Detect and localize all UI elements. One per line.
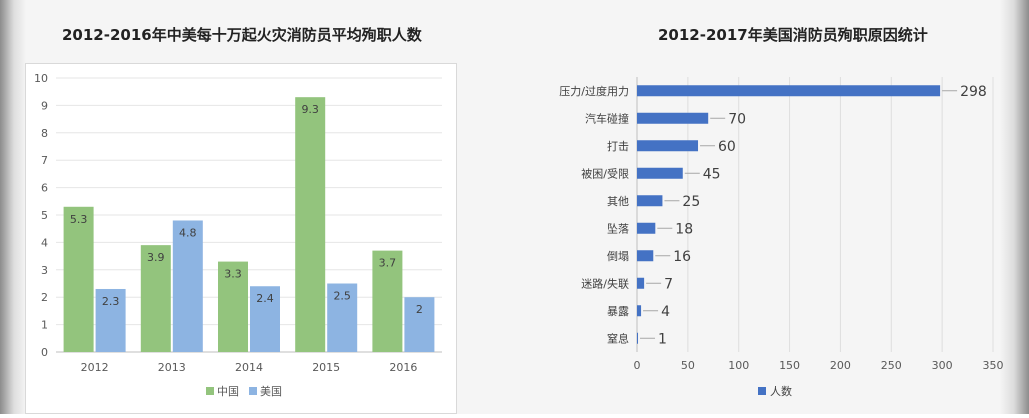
y-tick-label: 2: [41, 291, 48, 304]
data-label: 7: [664, 276, 673, 292]
y-tick-label: 10: [34, 72, 48, 85]
x-tick-label: 2012: [81, 361, 109, 374]
data-label: 5.3: [70, 213, 88, 226]
bar-usa: [250, 286, 280, 352]
x-tick-label: 2016: [389, 361, 417, 374]
bar-china: [63, 206, 94, 352]
bar-usa: [404, 297, 435, 352]
y-tick-label: 9: [41, 99, 48, 112]
left-bar-chart: 0 1 2 3 4 5 6 7 8 9 10 2012 5.3 2.3 2013 3.9 4.8 2014 3.3 2…: [34, 72, 442, 398]
data-label: 25: [682, 194, 700, 210]
category-label: 窒息: [607, 331, 629, 345]
x-tick-label: 300: [932, 359, 953, 372]
x-tick-label: 0: [634, 359, 641, 372]
y-tick-label: 1: [41, 319, 48, 332]
right-chart-title: 2012-2017年美国消防员殉职原因统计: [658, 26, 928, 44]
data-label: 16: [673, 249, 691, 265]
y-tick-label: 3: [41, 264, 48, 277]
data-label: 3.9: [147, 251, 165, 264]
category-label: 被困/受限: [581, 167, 629, 180]
category-label: 倒塌: [607, 250, 629, 263]
category-label: 其他: [607, 195, 629, 208]
bar-china: [295, 97, 326, 353]
right-bar-chart: 0 50 100 150 200 250 300 350 压力/过度用力 298 汽车碰撞 70 打击 6…: [559, 77, 1004, 398]
bar-count: [637, 222, 656, 234]
bar-count: [637, 85, 941, 97]
bar-count: [637, 250, 654, 262]
x-tick-label: 2015: [312, 361, 340, 374]
data-label: 4.8: [179, 226, 197, 239]
legend-label: 人数: [770, 385, 792, 398]
bar-count: [637, 140, 699, 152]
legend-swatch-usa: [249, 387, 257, 395]
y-tick-label: 6: [41, 182, 48, 195]
data-label: 60: [718, 139, 736, 155]
legend-label: 中国: [217, 385, 239, 398]
y-tick-label: 0: [41, 346, 48, 359]
x-tick-label: 150: [779, 359, 800, 372]
data-label: 2.4: [256, 292, 274, 305]
data-label: 3.3: [224, 268, 242, 281]
bar-china: [140, 245, 171, 352]
x-tick-label: 200: [830, 359, 851, 372]
category-label: 坠落: [607, 222, 629, 235]
bar-count: [637, 167, 683, 179]
y-tick-label: 8: [41, 127, 48, 140]
data-label: 3.7: [379, 257, 397, 270]
data-label: 298: [960, 84, 987, 100]
category-label: 打击: [607, 139, 629, 153]
data-label: 2.3: [102, 295, 120, 308]
bar-usa: [172, 220, 203, 352]
bar-usa: [95, 288, 126, 352]
x-tick-label: 2013: [158, 361, 186, 374]
bar-count: [637, 277, 645, 289]
data-label: 45: [703, 166, 721, 182]
category-label: 暴露: [607, 305, 629, 318]
bar-count: [637, 305, 642, 317]
bar-china: [218, 261, 248, 352]
left-chart-panel: 0 1 2 3 4 5 6 7 8 9 10 2012 5.3 2.3 2013 3.9 4.8 2014 3.3 2…: [25, 63, 457, 414]
x-tick-label: 100: [728, 359, 749, 372]
legend-swatch: [758, 387, 766, 395]
x-tick-label: 350: [983, 359, 1004, 372]
bar-count: [637, 195, 663, 207]
data-label: 4: [661, 304, 670, 320]
y-tick-label: 4: [41, 236, 48, 249]
right-chart-panel: 0 50 100 150 200 250 300 350 压力/过度用力 298 汽车碰撞 70 打击 6…: [540, 63, 1010, 414]
category-label: 汽车碰撞: [585, 111, 629, 125]
data-label: 9.3: [301, 103, 319, 116]
category-label: 迷路/失联: [581, 277, 629, 290]
y-tick-label: 5: [41, 209, 48, 222]
x-tick-label: 50: [681, 359, 695, 372]
x-tick-label: 250: [881, 359, 902, 372]
bar-count: [637, 332, 639, 344]
category-label: 压力/过度用力: [559, 84, 629, 98]
left-chart-title: 2012-2016年中美每十万起火灾消防员平均殉职人数: [62, 26, 422, 44]
data-label: 18: [675, 221, 693, 237]
data-label: 70: [728, 111, 746, 127]
data-label: 2: [416, 303, 423, 316]
x-tick-label: 2014: [235, 361, 263, 374]
data-label: 2.5: [333, 290, 351, 303]
legend-swatch-china: [206, 387, 214, 395]
data-label: 1: [658, 331, 667, 347]
bar-china: [372, 250, 403, 352]
bar-usa: [327, 283, 358, 352]
bar-count: [637, 112, 709, 124]
y-tick-label: 7: [41, 154, 48, 167]
legend-label: 美国: [260, 385, 282, 398]
